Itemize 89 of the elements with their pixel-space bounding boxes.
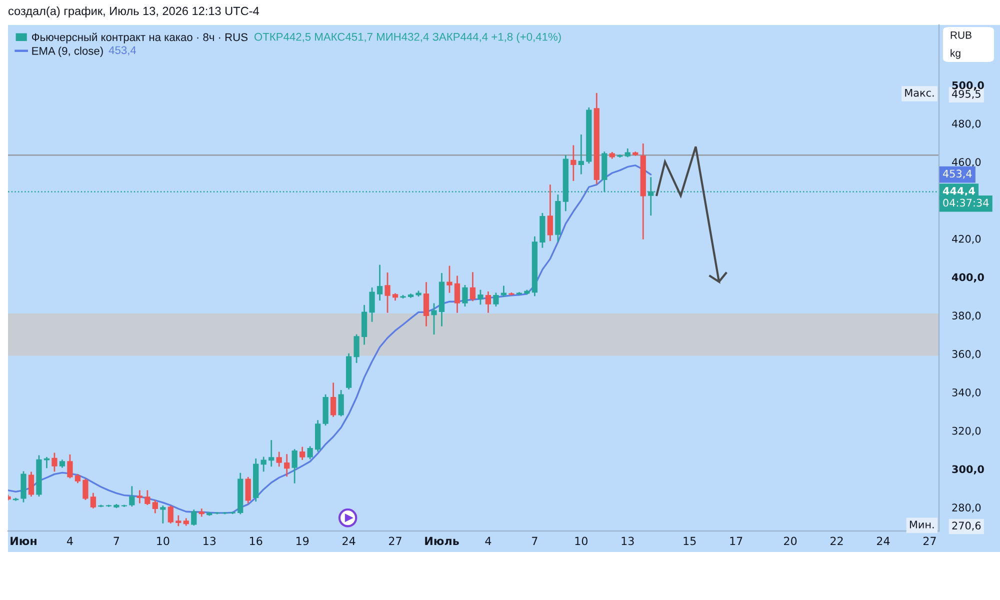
candlestick — [82, 478, 88, 500]
y-tick-label: 500,0 — [952, 81, 984, 91]
candlestick — [292, 449, 298, 484]
x-tick-label: 24 — [876, 536, 890, 545]
annotation: ОТКР442,5 МАКС451,7 МИН432,4 ЗАКР444,4 +1,8 (+0,41%) — [254, 32, 561, 43]
x-tick-label: 4 — [66, 536, 73, 545]
x-tick-label: 10 — [575, 536, 588, 546]
candlestick — [462, 284, 468, 307]
y-tick-label: 270,6 — [952, 522, 981, 531]
candlestick — [284, 454, 290, 477]
candlestick — [28, 472, 34, 497]
candlestick — [500, 286, 507, 297]
x-tick-label: 10 — [157, 536, 170, 546]
candlestick — [354, 334, 360, 363]
y-tick-label: 340,0 — [952, 388, 981, 398]
x-tick-label: 16 — [250, 536, 262, 546]
candlestick — [230, 512, 236, 514]
x-tick-label: 27 — [389, 536, 402, 545]
candlestick — [67, 454, 73, 478]
candlestick — [384, 272, 390, 313]
x-tick-label: 13 — [622, 536, 634, 546]
candlestick — [152, 500, 158, 514]
candlestick — [578, 134, 584, 174]
y-tick-label: 420,0 — [952, 234, 981, 244]
y-tick-label: 380,0 — [952, 312, 981, 321]
candlestick — [376, 264, 383, 301]
y-tick-label: 495,5 — [952, 90, 980, 99]
candlestick — [423, 282, 430, 326]
legend-label: EMA (9, close) — [32, 46, 103, 58]
candlestick — [90, 492, 96, 508]
candlestick — [136, 490, 142, 504]
candlestick — [245, 476, 251, 504]
annotation: Мин. — [910, 520, 934, 528]
y-tick-label: 300,0 — [952, 465, 984, 474]
chart-title: создал(а) график, Июль 13, 2026 12:13 UTC-4 — [8, 6, 259, 18]
candlestick — [268, 440, 274, 467]
candlestick — [338, 390, 344, 416]
y-tick-label: 360,0 — [952, 350, 981, 359]
x-tick-label: 7 — [532, 536, 538, 545]
y-tick-label: 280,0 — [952, 504, 981, 513]
candlestick — [307, 446, 313, 460]
y-tick-label: 460,0 — [952, 158, 981, 168]
x-tick-label: 20 — [784, 536, 797, 546]
x-tick-label: Июн — [10, 536, 36, 546]
y-tick-label: 400,0 — [952, 273, 984, 282]
line-series — [8, 164, 652, 514]
candlestick — [12, 498, 19, 501]
candlestick — [168, 506, 174, 524]
candlestick — [260, 456, 266, 472]
text: 453,4 — [942, 170, 972, 179]
candlestick — [431, 303, 437, 335]
y-tick-label: 480,0 — [952, 120, 981, 129]
x-tick-label: Июль — [425, 536, 459, 546]
x-tick-label: 27 — [923, 536, 936, 545]
candlestick — [446, 266, 452, 293]
candlestick — [570, 145, 576, 181]
candlestick — [478, 290, 484, 305]
annotation: 453,4 — [108, 46, 136, 56]
candlestick — [493, 292, 499, 307]
candlestick — [470, 272, 476, 302]
candlestick — [300, 446, 306, 460]
x-tick-label: 17 — [730, 536, 742, 545]
candlestick — [617, 154, 623, 158]
x-tick-label: 7 — [114, 536, 120, 545]
candlestick — [176, 515, 182, 526]
candlestick — [129, 486, 135, 507]
candlestick — [330, 382, 336, 417]
candlestick — [276, 452, 282, 467]
x-tick-label: 22 — [830, 536, 843, 545]
x-tick-label: 19 — [296, 536, 309, 546]
candlestick — [547, 184, 553, 242]
x-tick-label: 24 — [342, 536, 356, 545]
x-tick-label: 15 — [684, 536, 696, 546]
candlestick — [191, 510, 197, 526]
text: 04:37:34 — [943, 198, 989, 207]
text: kg — [950, 49, 960, 59]
legend-label: Фьючерсный контракт на какао · 8ч · RUS — [32, 32, 248, 44]
ref-line-label: 444,4 — [942, 187, 975, 196]
annotation: Макс. — [905, 89, 934, 97]
candlestick — [485, 292, 492, 313]
candlestick — [144, 490, 150, 506]
candlestick — [160, 506, 166, 524]
x-tick-label: 4 — [485, 536, 492, 545]
candlestick — [454, 276, 460, 313]
y-tick-label: 320,0 — [952, 426, 981, 436]
text: RUB — [950, 32, 972, 39]
x-tick-label: 13 — [204, 536, 216, 546]
candlestick — [369, 287, 375, 322]
candlestick — [52, 452, 58, 472]
